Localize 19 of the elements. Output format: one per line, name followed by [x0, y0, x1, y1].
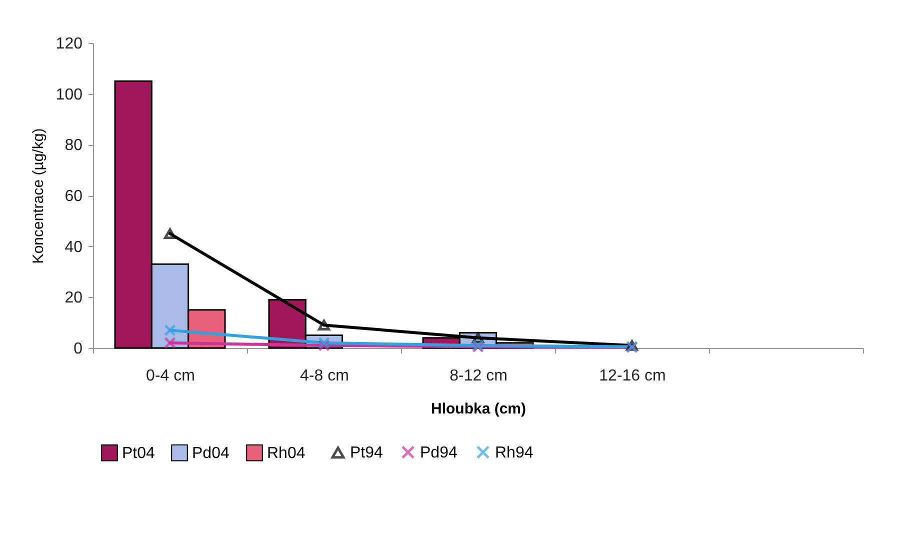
- x-tick-label: 12-16 cm: [599, 368, 666, 384]
- legend-label: Pd94: [420, 444, 458, 462]
- legend-label: Pt94: [350, 444, 384, 462]
- y-tick-label: 100: [56, 86, 83, 104]
- y-tick-label: 20: [64, 290, 83, 307]
- y-axis-title: Koncentrace (µg/kg): [30, 128, 47, 264]
- x-tick-label: 8-12 cm: [450, 368, 508, 384]
- legend-label: Pt04: [122, 444, 156, 462]
- y-tick-label: 40: [64, 238, 83, 256]
- x-axis-title: Hloubka (cm): [430, 400, 526, 418]
- y-tick-label: 0: [74, 340, 83, 358]
- x-tick-label: 4-8 cm: [300, 368, 349, 384]
- legend-label: Rh94: [495, 444, 534, 462]
- y-tick-label: 80: [64, 137, 83, 154]
- x-tick-label: 0-4 cm: [146, 368, 195, 384]
- legend-label: Pd04: [192, 444, 230, 462]
- y-tick-label: 120: [56, 36, 83, 52]
- legend-label: Rh04: [267, 444, 306, 462]
- y-tick-label: 60: [64, 188, 83, 205]
